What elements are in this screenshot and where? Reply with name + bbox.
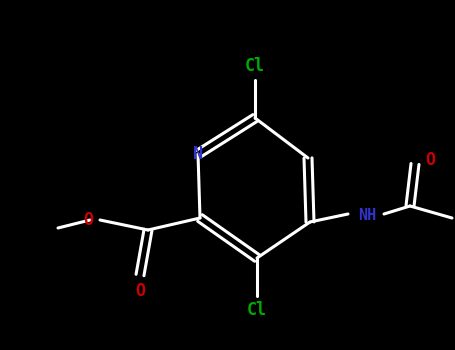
Text: O: O: [425, 151, 435, 169]
Text: N: N: [193, 145, 203, 163]
Text: NH: NH: [358, 209, 376, 224]
Text: O: O: [83, 211, 93, 229]
Text: Cl: Cl: [245, 57, 265, 75]
Text: Cl: Cl: [247, 301, 267, 319]
Text: O: O: [135, 282, 145, 300]
